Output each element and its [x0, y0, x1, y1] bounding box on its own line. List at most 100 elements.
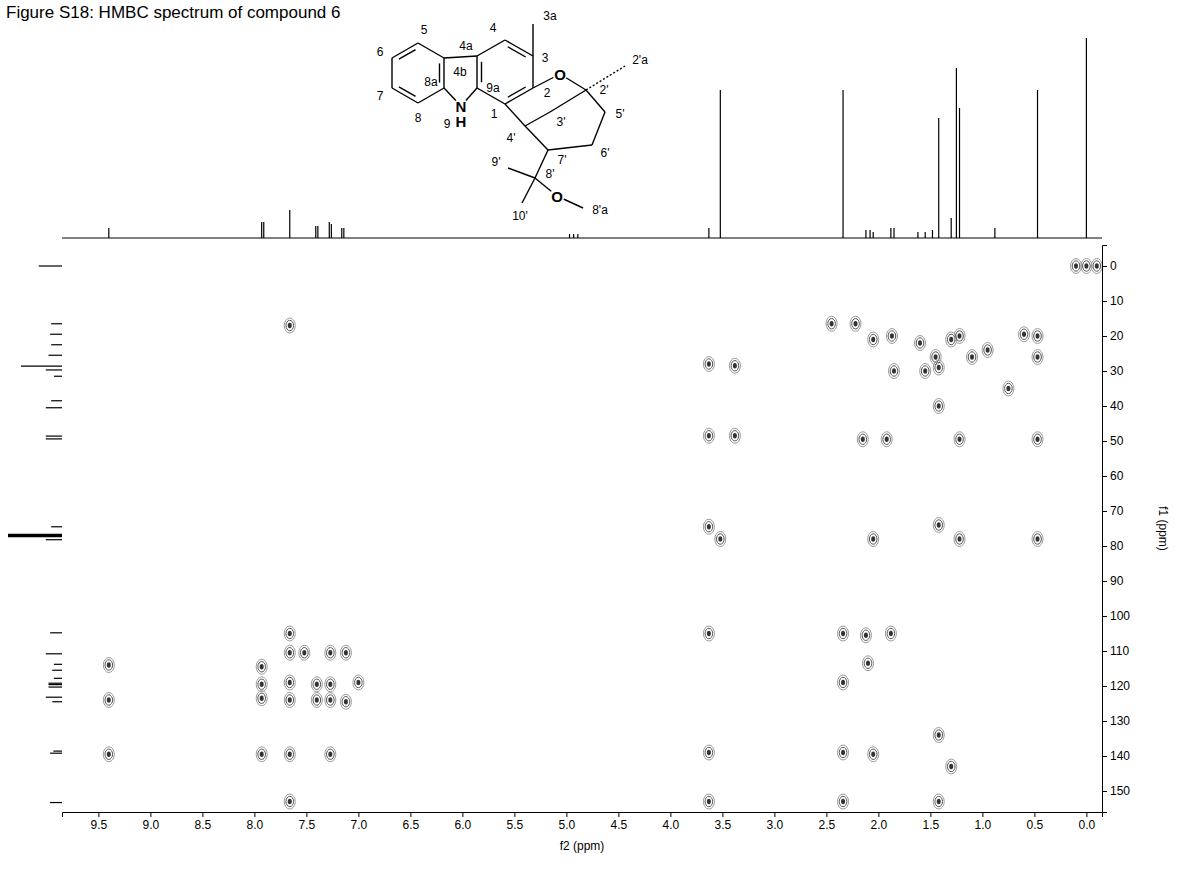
cross-peak-contour — [967, 350, 978, 365]
double-bond — [399, 87, 416, 97]
proton-peak — [577, 234, 578, 238]
proton-peak — [869, 230, 870, 238]
cross-peak-contour — [299, 645, 310, 660]
y-tick-label: 90 — [1110, 574, 1124, 588]
y-tick-label: 150 — [1110, 784, 1130, 798]
y-tick-label: 10 — [1110, 294, 1124, 308]
cross-peak-contour — [933, 728, 944, 743]
cross-peak-contour — [103, 747, 114, 762]
x-tick: 1.0 — [975, 812, 992, 832]
carbon-peak — [46, 369, 62, 370]
cross-peak-contour — [103, 658, 114, 673]
x-tick-label: 4.0 — [663, 818, 680, 832]
cross-peak-contour — [968, 352, 976, 362]
cross-peak-contour — [886, 329, 897, 344]
bond — [391, 58, 392, 88]
x-tick-mark — [254, 812, 255, 817]
cross-peak-contour — [839, 796, 847, 806]
cross-peak — [986, 347, 990, 353]
position-label: 4a — [459, 39, 473, 53]
cross-peak-contour — [286, 648, 294, 658]
cross-peak — [288, 751, 292, 757]
y-tick-mark — [1102, 756, 1107, 757]
cross-peak-contour — [859, 434, 867, 444]
proton-peak — [994, 228, 995, 238]
position-label: 8a — [424, 75, 438, 89]
y-tick-mark — [1102, 791, 1107, 792]
bond — [444, 56, 477, 58]
cross-peak-contour — [839, 747, 847, 757]
cross-peak-contour — [839, 628, 847, 638]
cross-peak-contour — [933, 360, 944, 375]
cross-peak-contour — [933, 794, 944, 809]
x-tick: 0.0 — [1079, 812, 1096, 832]
proton-peak — [842, 90, 843, 238]
cross-peak-contour — [887, 628, 895, 638]
cross-peak-contour — [258, 693, 266, 703]
cross-peak — [830, 321, 834, 327]
y-tick-label: 60 — [1110, 469, 1124, 483]
y-tick-label: 140 — [1110, 749, 1130, 763]
cross-peak-contour — [717, 534, 725, 544]
cross-peak-contour — [984, 345, 992, 355]
position-label: 2 — [544, 86, 551, 100]
carbon-peak — [51, 323, 62, 324]
carbon-peak — [51, 400, 62, 401]
cross-peak — [260, 751, 264, 757]
proton-peak — [343, 228, 344, 238]
cross-peak-contour — [731, 361, 739, 371]
cross-peak — [937, 365, 941, 371]
cross-peak — [1074, 263, 1078, 269]
cross-peak — [841, 750, 845, 756]
cross-peak-contour — [860, 628, 871, 643]
x-tick-label: 2.0 — [871, 818, 888, 832]
y-tick-label: 80 — [1110, 539, 1124, 553]
cross-peak — [288, 650, 292, 656]
y-tick-mark — [1102, 616, 1107, 617]
cross-peak-contour — [284, 318, 295, 333]
x-tick-label: 4.5 — [611, 818, 628, 832]
cross-peak — [1022, 331, 1026, 337]
atom-background — [454, 114, 469, 129]
cross-peak-contour — [826, 316, 837, 331]
x-tick-label: 7.0 — [351, 818, 368, 832]
x-axis-line — [63, 813, 1103, 818]
cross-peak — [871, 337, 875, 343]
y-axis-title: f1 (ppm) — [1156, 506, 1170, 551]
cross-peak — [107, 751, 111, 757]
x-tick-mark — [566, 812, 567, 817]
bond — [418, 43, 444, 58]
cross-peak — [260, 695, 264, 701]
cross-peak-contour — [325, 677, 336, 692]
x-tick-label: 3.5 — [715, 818, 732, 832]
cross-peak-contour — [705, 431, 713, 441]
bond — [525, 126, 548, 150]
cross-peak — [934, 354, 938, 360]
title: Figure S18: HMBC spectrum of compound 6 — [6, 3, 340, 22]
cross-peak — [260, 681, 264, 687]
proton-peak — [261, 222, 262, 238]
cross-peak-contour — [284, 693, 295, 708]
bond — [532, 24, 533, 56]
y-tick: 120 — [1102, 679, 1130, 693]
x-tick-mark — [98, 812, 99, 817]
proton-peak — [925, 232, 926, 238]
proton-peak — [569, 234, 570, 238]
y-tick: 30 — [1102, 364, 1124, 378]
cross-peak-contour — [327, 679, 335, 689]
cross-peak-contour — [313, 695, 321, 705]
y-tick: 90 — [1102, 574, 1124, 588]
cross-peak — [1095, 263, 1099, 269]
carbon-peak — [46, 697, 62, 698]
proton-peak — [708, 228, 709, 238]
cross-peak — [328, 697, 332, 703]
y-tick: 10 — [1102, 294, 1124, 308]
cross-peak-contour — [869, 749, 877, 759]
cross-peak — [958, 333, 962, 339]
x-tick-mark — [930, 812, 931, 817]
cross-peak-contour — [286, 749, 294, 759]
cross-peak — [1084, 263, 1088, 269]
x-tick: 8.5 — [195, 812, 212, 832]
proton-peak — [289, 210, 290, 238]
y-tick-mark — [1102, 301, 1107, 302]
